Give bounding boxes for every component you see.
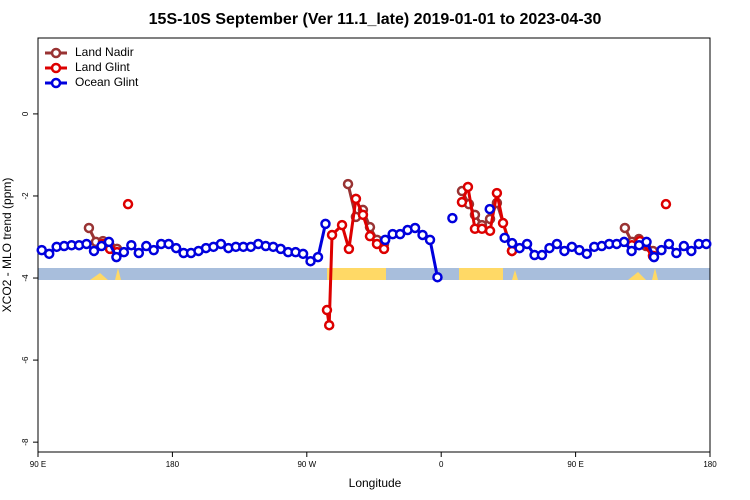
data-point: [320, 218, 331, 230]
land-band: [512, 270, 518, 280]
data-point: [83, 222, 95, 234]
data-point: [326, 229, 338, 241]
land-band: [652, 268, 658, 280]
data-point: [559, 245, 570, 257]
data-point: [350, 193, 362, 205]
data-point: [141, 240, 152, 252]
data-point: [163, 238, 174, 250]
data-point: [484, 225, 496, 237]
data-point: [111, 251, 122, 263]
data-point: [626, 245, 637, 257]
data-point: [378, 243, 390, 255]
data-point: [499, 232, 510, 244]
legend-marker: [50, 62, 62, 74]
x-tick-label: 180: [166, 460, 180, 469]
x-tick-label: 90 E: [567, 460, 583, 469]
data-point: [551, 238, 563, 250]
chart-title: 15S-10S September (Ver 11.1_late) 2019-0…: [149, 11, 602, 28]
data-point: [686, 245, 697, 257]
data-point: [506, 237, 518, 249]
data-point: [476, 223, 488, 235]
data-point: [170, 242, 182, 254]
data-point: [663, 238, 675, 250]
data-point: [521, 238, 533, 250]
y-tick-label: -2: [21, 192, 30, 200]
data-point: [379, 234, 391, 246]
data-point: [215, 238, 227, 250]
land-band: [628, 272, 646, 280]
data-point: [148, 244, 159, 256]
legend-label: Ocean Glint: [75, 75, 139, 89]
data-point: [122, 198, 134, 210]
data-point: [618, 236, 630, 248]
data-point: [364, 230, 376, 242]
y-tick-label: 0: [21, 111, 30, 116]
data-point: [88, 245, 100, 257]
surface-band: [38, 268, 710, 280]
data-point: [81, 238, 92, 250]
land-band: [459, 268, 503, 280]
data-point: [371, 238, 383, 250]
data-point: [497, 217, 509, 229]
data-point: [312, 251, 324, 263]
y-tick-label: -4: [21, 274, 30, 282]
data-point: [447, 212, 458, 224]
y-tick-label: -8: [21, 438, 30, 446]
data-point: [305, 255, 316, 267]
data-point: [536, 249, 548, 261]
data-point: [491, 187, 503, 199]
legend-label: Land Glint: [75, 60, 130, 74]
data-point: [126, 239, 137, 251]
data-point: [619, 222, 631, 234]
data-point: [118, 246, 130, 258]
data-point: [544, 242, 555, 254]
land-band: [90, 273, 108, 280]
x-tick-label: 90 W: [297, 460, 316, 469]
land-band: [115, 268, 121, 280]
data-point: [701, 238, 712, 250]
data-point: [432, 271, 443, 283]
data-point: [678, 240, 690, 252]
data-point: [343, 243, 355, 255]
data-point: [424, 234, 436, 246]
legend-label: Land Nadir: [75, 45, 134, 59]
data-point: [409, 222, 421, 234]
data-point: [456, 196, 468, 208]
y-axis-label: XCO2 - MLO trend (ppm): [0, 178, 14, 313]
data-point: [417, 229, 428, 241]
data-point: [103, 236, 115, 248]
data-point: [321, 304, 333, 316]
data-point: [484, 203, 495, 215]
land-band: [327, 268, 386, 280]
x-tick-label: 180: [703, 460, 717, 469]
legend-marker: [50, 77, 62, 89]
x-axis-label: Longitude: [349, 476, 402, 490]
data-point: [462, 181, 474, 193]
data-point: [394, 228, 406, 240]
data-point: [641, 236, 652, 248]
y-tick-label: -6: [21, 356, 30, 364]
data-point: [342, 178, 354, 190]
data-point: [660, 198, 672, 210]
data-point: [336, 219, 348, 231]
data-point: [323, 319, 335, 331]
data-point: [581, 248, 593, 260]
data-point: [43, 248, 55, 260]
data-point: [96, 240, 107, 252]
data-point: [514, 242, 525, 254]
data-point: [671, 247, 682, 259]
data-point: [357, 209, 369, 221]
data-point: [656, 244, 667, 256]
x-tick-label: 90 E: [30, 460, 46, 469]
data-point: [297, 248, 309, 260]
data-point: [648, 251, 660, 263]
x-tick-label: 0: [439, 460, 444, 469]
legend-marker: [50, 47, 62, 59]
data-point: [133, 247, 145, 259]
